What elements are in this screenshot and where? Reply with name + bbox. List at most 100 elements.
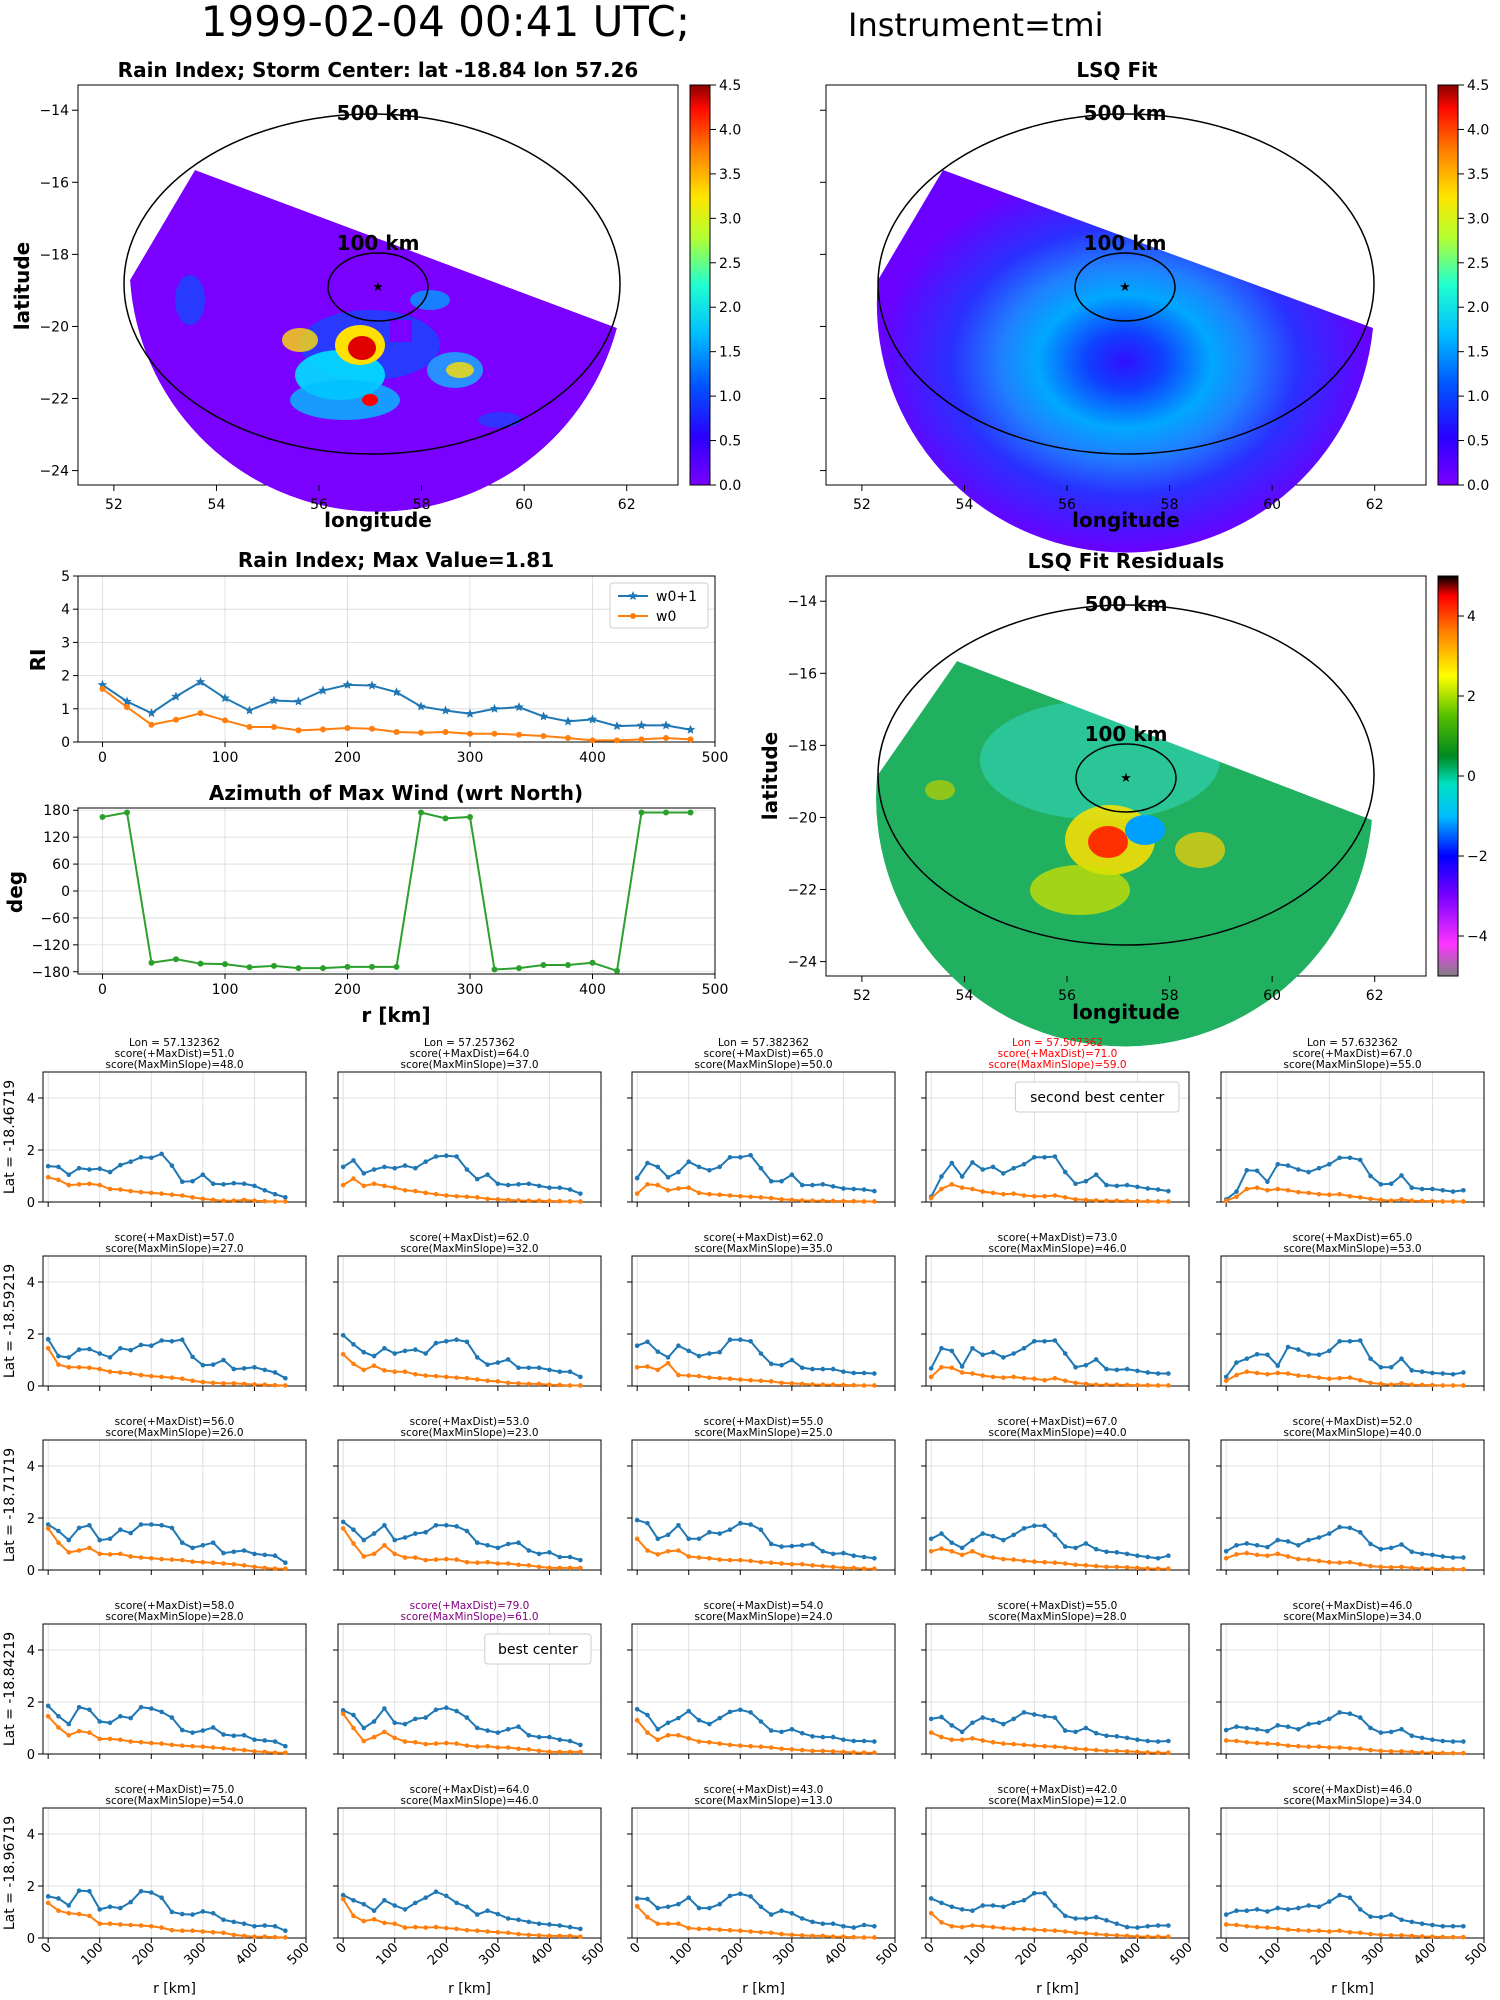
data-point	[526, 1747, 532, 1752]
data-point	[342, 679, 353, 689]
data-point	[970, 1346, 975, 1351]
data-point	[179, 1540, 185, 1545]
y-tick-label: 1	[61, 702, 70, 718]
series-line-w0	[636, 1905, 875, 1939]
data-point	[1052, 1338, 1058, 1343]
data-point	[665, 1355, 671, 1360]
data-point	[505, 1561, 511, 1566]
data-point	[557, 1185, 563, 1190]
series-line-w0	[47, 1527, 286, 1570]
plot-frame	[1220, 1807, 1485, 1939]
data-point	[1326, 1348, 1332, 1354]
data-point	[190, 1178, 195, 1184]
data-point	[536, 1183, 542, 1189]
data-point	[841, 1749, 846, 1755]
data-point	[696, 1926, 702, 1932]
resid-map-title: LSQ Fit Residuals	[1028, 549, 1225, 573]
colorbar-tick-label: 4.5	[1467, 78, 1489, 94]
data-point	[841, 1737, 846, 1742]
data-point	[830, 1734, 836, 1740]
panel-score-slope: score(MaxMinSlope)=34.0	[1283, 1611, 1421, 1623]
data-point	[547, 1933, 552, 1939]
data-point	[173, 716, 179, 723]
data-point	[810, 1541, 815, 1547]
data-point	[351, 1712, 356, 1718]
data-point	[1083, 1563, 1089, 1568]
data-point	[107, 1720, 113, 1726]
data-point	[66, 1911, 72, 1916]
data-point	[1275, 1186, 1281, 1192]
y-tick-label: −18	[787, 738, 817, 754]
ring-label-500km: 500 km	[1085, 592, 1168, 616]
data-point	[1461, 1370, 1466, 1375]
panel-score-maxdist: score(+MaxDist)=65.0	[1293, 1232, 1413, 1244]
panel-score-maxdist: score(+MaxDist)=46.0	[1293, 1784, 1413, 1796]
colorbar-tick-label: 3.5	[1467, 167, 1489, 183]
data-point	[768, 1560, 774, 1566]
data-point	[1052, 1903, 1058, 1908]
data-point	[443, 1556, 449, 1562]
data-point	[382, 1183, 387, 1189]
data-point	[557, 1198, 563, 1204]
data-point	[1234, 1194, 1239, 1200]
x-tick-label: 54	[208, 497, 226, 513]
data-point	[676, 1732, 681, 1738]
fit-map-axes: 52 54 56 58 60 62	[820, 109, 1384, 513]
data-point	[1450, 1739, 1456, 1744]
data-point	[272, 1924, 278, 1929]
data-point	[351, 1913, 356, 1919]
data-point	[382, 1346, 387, 1351]
series-line-w0	[47, 1902, 286, 1939]
data-point	[949, 1548, 955, 1554]
az-chart-title: Azimuth of Max Wind (wrt North)	[209, 781, 583, 805]
data-point	[433, 1191, 439, 1197]
data-point	[159, 1191, 164, 1196]
panel-score-maxdist: score(+MaxDist)=54.0	[704, 1600, 824, 1612]
data-point	[1347, 1338, 1353, 1344]
data-point	[1145, 1198, 1151, 1204]
data-point	[231, 1381, 237, 1386]
data-point	[1223, 1374, 1229, 1380]
data-point	[1347, 1929, 1353, 1935]
data-point	[1409, 1749, 1415, 1755]
data-point	[655, 1552, 661, 1557]
data-point	[768, 1178, 774, 1184]
series-line-w0+1	[47, 1523, 286, 1564]
data-point	[1409, 1933, 1415, 1939]
data-point	[252, 1382, 257, 1387]
data-point	[536, 1365, 542, 1371]
data-point	[361, 1901, 367, 1907]
data-point	[97, 1366, 103, 1372]
data-point	[159, 1709, 164, 1715]
plot-frame	[337, 1807, 602, 1939]
data-point	[980, 1553, 986, 1558]
panel-score-maxdist: score(+MaxDist)=75.0	[115, 1784, 235, 1796]
data-point	[1001, 1375, 1006, 1380]
data-point	[454, 1154, 459, 1159]
data-point	[727, 1557, 733, 1563]
y-tick-label: −20	[39, 319, 69, 335]
data-point	[221, 1561, 226, 1566]
data-point	[99, 813, 106, 820]
data-point	[1378, 1546, 1384, 1552]
data-point	[1021, 1526, 1027, 1531]
data-point	[382, 1164, 387, 1170]
y-tick-label: 120	[43, 830, 70, 846]
data-point	[433, 1340, 439, 1346]
data-point	[1244, 1369, 1250, 1374]
y-tick-label: 180	[43, 803, 70, 819]
plot-frame	[77, 575, 716, 743]
data-point	[271, 962, 277, 969]
data-point	[1031, 1559, 1037, 1564]
data-point	[557, 1933, 563, 1939]
data-point	[758, 1744, 764, 1750]
fit-colorbar-ticks: 0.00.51.01.52.02.53.03.54.04.5	[1458, 78, 1489, 494]
plot-frame	[42, 1623, 307, 1755]
series-line-w0	[1226, 1923, 1464, 1939]
data-point	[418, 729, 424, 736]
data-point	[1285, 1371, 1291, 1376]
data-point	[970, 1736, 975, 1741]
data-point	[516, 1365, 521, 1371]
data-point	[318, 685, 328, 695]
data-point	[169, 1557, 175, 1562]
